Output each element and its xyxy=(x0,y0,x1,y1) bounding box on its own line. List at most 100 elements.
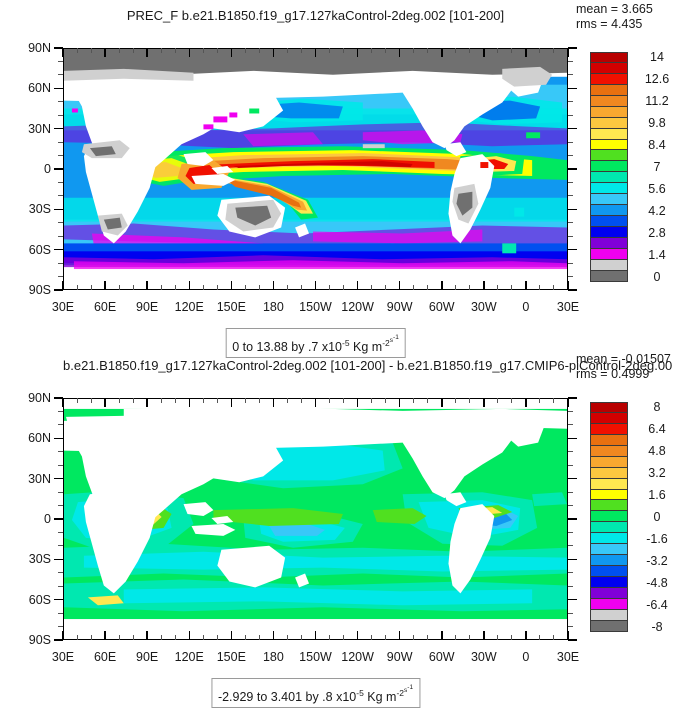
colorbar-tick-label: 0 xyxy=(653,269,661,284)
colorbar[interactable]: 8 6.4 4.8 3.2 1.6 0 -1.6 -3.2 -4.8 -6.4 -8 xyxy=(590,400,668,634)
colorbar-band xyxy=(590,117,628,129)
x-axis-major-tick xyxy=(314,281,317,290)
y-axis-minor-tick xyxy=(568,464,573,466)
x-axis-major-tick xyxy=(525,631,527,640)
colorbar-band xyxy=(590,555,628,567)
y-axis-major-tick xyxy=(568,208,577,211)
y-axis-label: 90S xyxy=(28,633,51,647)
colorbar-tick-label: 1.6 xyxy=(648,488,666,503)
x-axis-major-tick xyxy=(441,398,443,407)
y-axis-minor-tick xyxy=(58,235,63,237)
x-axis-major-tick xyxy=(188,631,190,640)
x-axis-minor-tick xyxy=(553,635,555,640)
x-axis-minor-tick xyxy=(160,285,162,290)
colorbar-band xyxy=(590,227,628,238)
x-axis-major-tick xyxy=(441,631,443,640)
x-axis-minor-tick xyxy=(118,48,120,53)
x-axis-minor-tick xyxy=(90,398,92,403)
x-axis-minor-tick xyxy=(76,635,78,640)
y-axis-major-tick xyxy=(568,87,577,90)
x-axis-minor-tick xyxy=(343,398,345,403)
colorbar-band xyxy=(590,128,628,140)
x-axis-minor-tick xyxy=(118,398,120,403)
y-axis-minor-tick xyxy=(58,464,63,466)
x-axis-minor-tick xyxy=(329,285,331,290)
caption-unit-sup2-text: s xyxy=(389,337,394,345)
y-axis-minor-tick xyxy=(568,612,573,614)
x-axis-minor-tick xyxy=(413,398,415,403)
x-axis-minor-tick xyxy=(497,285,499,290)
map-plot-area-bottom[interactable] xyxy=(63,398,568,640)
y-axis-minor-tick xyxy=(58,262,63,264)
x-axis-label: 60W xyxy=(428,300,455,314)
x-axis-major-tick xyxy=(567,48,569,57)
x-axis-label: 90W xyxy=(386,300,413,314)
colorbar-labels: 14 12.6 11.2 9.8 8.4 7 5.6 4.2 2.8 1.4 0 xyxy=(634,50,684,284)
x-axis-major-tick xyxy=(104,48,106,57)
colorbar-band xyxy=(590,183,628,195)
x-axis-major-tick xyxy=(483,48,485,57)
x-axis-label: 30E xyxy=(556,300,580,314)
x-axis-minor-tick xyxy=(469,48,471,53)
caption-exponent: -5 xyxy=(342,337,350,348)
x-axis-major-tick xyxy=(483,281,485,290)
caption-unit-sup2: s-1 xyxy=(389,334,399,345)
y-axis-minor-tick xyxy=(58,505,63,507)
x-axis-minor-tick xyxy=(160,635,162,640)
y-axis-label: 90N xyxy=(28,391,51,405)
y-axis-label: 30S xyxy=(28,552,51,567)
y-axis-minor-tick xyxy=(58,74,63,76)
x-axis-minor-tick xyxy=(76,48,78,53)
x-axis-minor-tick xyxy=(286,635,288,640)
x-axis-minor-tick xyxy=(469,635,471,640)
colorbar-band xyxy=(590,248,628,260)
y-axis-label: 90S xyxy=(28,283,51,297)
y-axis-minor-tick xyxy=(58,626,63,628)
x-axis-minor-tick xyxy=(371,635,373,640)
x-axis-minor-tick xyxy=(385,635,387,640)
x-axis-major-tick xyxy=(356,48,359,57)
y-axis-major-tick xyxy=(54,127,63,130)
y-axis-minor-tick xyxy=(568,545,573,547)
map-plot-area-top[interactable] xyxy=(63,48,568,290)
y-axis-minor-tick xyxy=(568,262,573,264)
colorbar-tick-label: 8 xyxy=(653,400,661,415)
x-axis-minor-tick xyxy=(329,398,331,403)
caption-unit-base: Kg m xyxy=(363,690,397,705)
x-axis-minor-tick xyxy=(553,285,555,290)
x-axis-minor-tick xyxy=(427,635,429,640)
x-axis-major-tick xyxy=(62,281,64,290)
y-axis-major-tick xyxy=(568,639,577,641)
y-axis-major-tick xyxy=(568,248,577,251)
y-axis-major-tick xyxy=(568,477,577,480)
x-axis-minor-tick xyxy=(174,48,176,53)
x-axis-major-tick xyxy=(188,398,190,407)
x-axis-major-tick xyxy=(230,281,233,290)
colorbar-band xyxy=(590,161,628,173)
colorbar-band xyxy=(590,139,628,151)
x-axis-minor-tick xyxy=(76,398,78,403)
y-axis-major-tick xyxy=(54,518,63,520)
y-axis-minor-tick xyxy=(58,424,63,426)
colorbar-band xyxy=(590,522,628,534)
x-axis-minor-tick xyxy=(244,48,246,53)
x-axis-minor-tick xyxy=(385,398,387,403)
x-axis-major-tick xyxy=(230,398,233,407)
x-axis-minor-tick xyxy=(385,285,387,290)
panel-precipitation-climatology: PREC_F b.e21.B1850.f19_g17.127kaControl-… xyxy=(0,0,700,359)
y-axis-minor-tick xyxy=(58,451,63,453)
x-axis-major-tick xyxy=(567,398,569,407)
y-axis-minor-tick xyxy=(58,572,63,574)
x-axis-minor-tick xyxy=(553,48,555,53)
colorbar-tick-label: 12.6 xyxy=(644,72,670,87)
x-axis-label: 120W xyxy=(341,650,374,664)
x-axis-minor-tick xyxy=(286,398,288,403)
stats-block-bottom: mean = -0.01507 rms = 0.4999 xyxy=(576,352,698,382)
x-axis-label: 180 xyxy=(262,650,284,664)
colorbar-band xyxy=(590,84,628,96)
x-axis-major-tick xyxy=(104,631,106,640)
x-axis-label: 0 xyxy=(522,300,530,314)
y-axis-minor-tick xyxy=(58,276,63,278)
caption-unit-sup-text: -2 xyxy=(382,337,390,348)
colorbar[interactable]: 14 12.6 11.2 9.8 8.4 7 5.6 4.2 2.8 1.4 0 xyxy=(590,50,669,284)
